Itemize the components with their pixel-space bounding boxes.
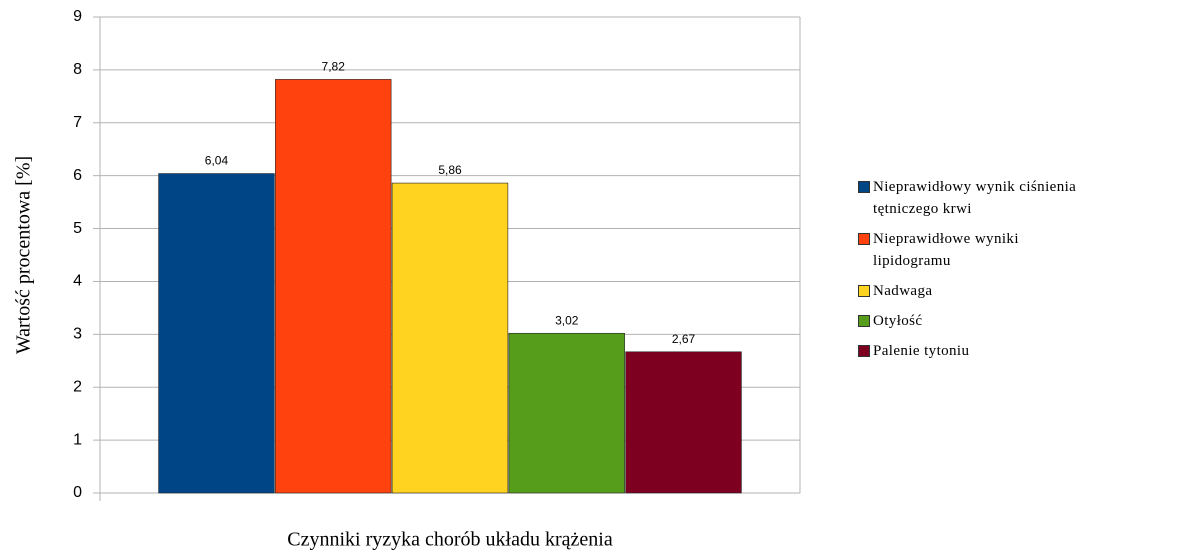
legend-label: Nieprawidłowy wynik ciśnienia tętniczego… xyxy=(873,179,1077,217)
legend-label: Palenie tytoniu xyxy=(873,343,970,359)
legend-item: Nadwaga xyxy=(858,280,1090,302)
legend-swatch xyxy=(858,233,870,245)
legend-label: Otyłość xyxy=(873,313,923,329)
legend-swatch xyxy=(858,181,870,193)
y-tick-label: 9 xyxy=(73,8,82,25)
data-label: 7,82 xyxy=(322,60,346,74)
y-axis-label: Wartość procentowa [%] xyxy=(13,156,35,354)
x-axis-label: Czynniki ryzyka chorób układu krążenia xyxy=(287,529,613,551)
legend-swatch xyxy=(858,285,870,297)
legend-item: Nieprawidłowe wyniki lipidogramu xyxy=(858,228,1090,272)
y-tick-label: 6 xyxy=(73,167,82,184)
legend-swatch xyxy=(858,315,870,327)
y-tick-label: 4 xyxy=(73,273,82,290)
y-tick-label: 7 xyxy=(73,114,82,131)
y-tick-label: 3 xyxy=(73,326,82,343)
y-tick-label: 8 xyxy=(73,61,82,78)
data-label: 3,02 xyxy=(555,313,579,327)
y-tick-label: 1 xyxy=(73,431,82,448)
legend-swatch xyxy=(858,345,870,357)
bar xyxy=(508,332,625,494)
legend-label: Nieprawidłowe wyniki lipidogramu xyxy=(873,231,1019,269)
bar xyxy=(158,173,275,494)
bar xyxy=(625,351,742,494)
data-label: 6,04 xyxy=(205,154,229,168)
y-tick-label: 2 xyxy=(73,378,82,395)
legend-item: Palenie tytoniu xyxy=(858,340,1090,362)
bar xyxy=(391,182,509,494)
data-label: 5,86 xyxy=(438,163,462,177)
legend: Nieprawidłowy wynik ciśnienia tętniczego… xyxy=(858,176,1090,370)
y-tick-label: 0 xyxy=(73,484,82,501)
data-label: 2,67 xyxy=(672,332,696,346)
legend-label: Nadwaga xyxy=(873,283,933,299)
bar xyxy=(275,79,392,494)
legend-item: Nieprawidłowy wynik ciśnienia tętniczego… xyxy=(858,176,1090,220)
legend-item: Otyłość xyxy=(858,310,1090,332)
y-tick-label: 5 xyxy=(73,220,82,237)
